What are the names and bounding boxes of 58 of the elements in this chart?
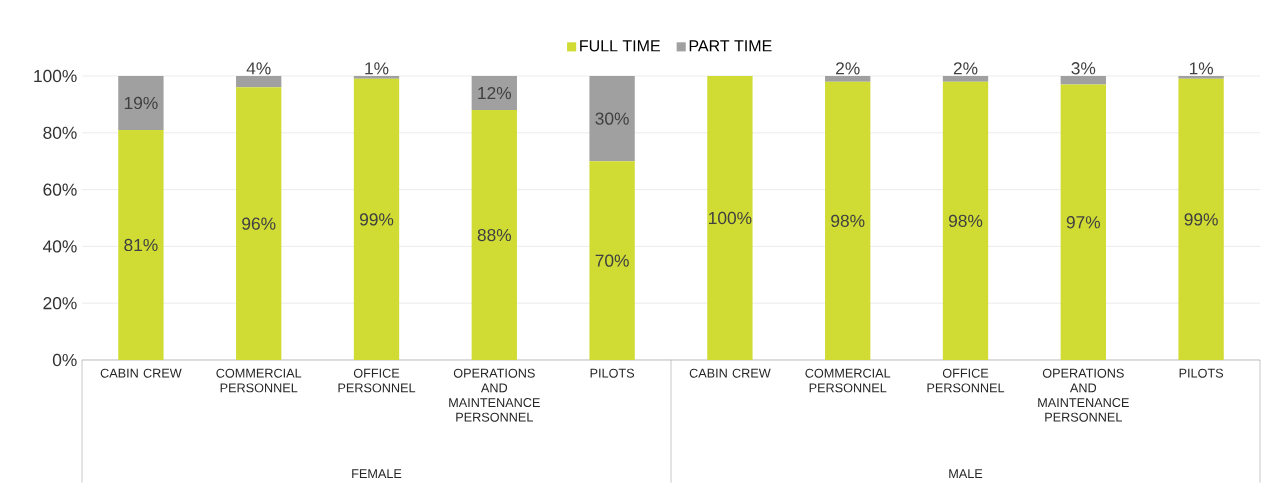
bar — [353, 78, 400, 360]
data-label: 1% — [365, 62, 389, 75]
bar — [825, 76, 871, 82]
bar — [236, 76, 282, 88]
data-label: 98% — [948, 214, 983, 227]
data-label: 2% — [953, 62, 978, 75]
x-tick-label: PILOTS — [1179, 368, 1224, 378]
y-tick-label: 40% — [43, 240, 77, 253]
y-tick-label: 0% — [52, 353, 77, 367]
data-label: 98% — [831, 214, 865, 227]
y-tick-label: 80% — [43, 126, 77, 139]
x-tick-label: CABIN CREW — [689, 368, 771, 378]
data-label: 30% — [595, 112, 629, 125]
data-label: 2% — [836, 62, 860, 75]
y-tick-label: 100% — [34, 69, 77, 83]
data-label: 19% — [124, 96, 158, 110]
y-tick-label: 60% — [43, 183, 77, 196]
data-label: 96% — [242, 217, 276, 230]
bar — [1178, 76, 1224, 79]
bar — [707, 76, 753, 360]
text: FEMALE — [352, 469, 402, 478]
bar — [1060, 76, 1106, 85]
legend-label: PART TIME — [689, 40, 772, 52]
x-tick-label: COMMERCIAL PERSONNEL — [805, 368, 891, 393]
x-tick-label: COMMERCIAL PERSONNEL — [216, 368, 302, 393]
bar — [471, 76, 517, 111]
bar — [1178, 78, 1224, 360]
bar — [942, 81, 989, 360]
x-tick-label: OPERATIONS AND MAINTENANCE PERSONNEL — [449, 368, 540, 422]
data-label: 100% — [709, 211, 752, 225]
data-label: 3% — [1071, 62, 1096, 75]
data-label: 99% — [359, 213, 394, 226]
data-label: 99% — [1184, 213, 1218, 226]
x-tick-label: OFFICE PERSONNEL — [338, 368, 416, 393]
bar — [118, 76, 164, 130]
x-tick-label: CABIN CREW — [100, 368, 182, 378]
data-label: 12% — [478, 86, 512, 100]
x-tick-label: OPERATIONS AND MAINTENANCE PERSONNEL — [1038, 368, 1129, 422]
data-label: 4% — [246, 62, 271, 75]
x-tick-label: OFFICE PERSONNEL — [927, 368, 1005, 393]
bar — [353, 76, 400, 79]
bar — [1060, 84, 1106, 360]
legend-label: FULL TIME — [580, 40, 660, 52]
bar — [118, 129, 164, 360]
x-tick-label: PILOTS — [590, 368, 635, 378]
data-label: 88% — [477, 228, 512, 242]
bar — [236, 87, 282, 360]
bar — [825, 81, 871, 360]
text: MALE — [949, 469, 983, 478]
data-label: 97% — [1066, 216, 1101, 229]
bar — [471, 110, 517, 360]
data-label: 81% — [124, 238, 158, 252]
bar — [589, 161, 635, 360]
data-label: 1% — [1189, 62, 1214, 75]
bar — [589, 76, 635, 162]
bar — [942, 76, 989, 82]
y-tick-label: 20% — [43, 297, 77, 310]
data-label: 70% — [595, 254, 629, 267]
